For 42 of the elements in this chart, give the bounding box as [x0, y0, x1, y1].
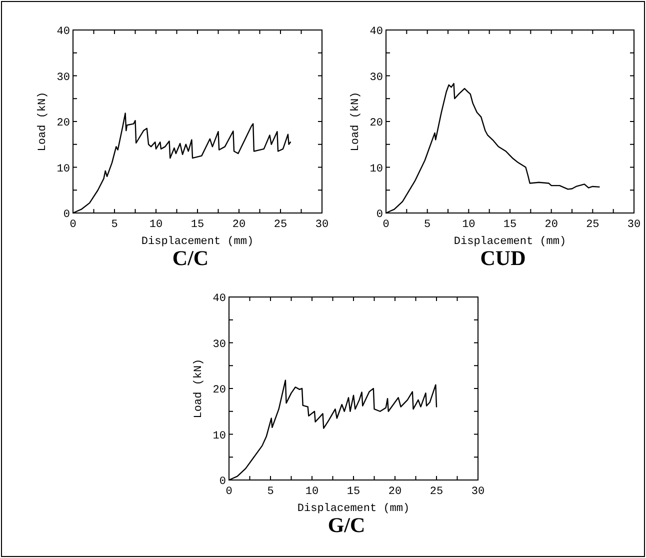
y-tick-label: 30	[56, 72, 70, 84]
x-tick-label: 15	[190, 219, 204, 231]
x-tick-label: 30	[315, 219, 329, 231]
x-tick-label: 25	[586, 219, 600, 231]
x-tick-label: 5	[267, 486, 274, 498]
x-tick-label: 30	[627, 219, 641, 231]
y-tick-label: 0	[376, 209, 383, 221]
x-tick-label: 10	[149, 219, 163, 231]
x-tick-label: 25	[430, 486, 444, 498]
y-tick-label: 20	[56, 118, 70, 130]
x-tick-label: 20	[388, 486, 402, 498]
y-axis-title: Load (kN)	[193, 358, 205, 418]
text: G/C	[328, 513, 366, 537]
x-tick-label: 25	[274, 219, 288, 231]
x-tick-label: 10	[305, 486, 319, 498]
x-tick-label: 20	[544, 219, 558, 231]
x-tick-label: 5	[111, 219, 118, 231]
y-tick-label: 40	[370, 26, 383, 38]
y-axis-title: Load (kN)	[37, 92, 49, 152]
x-tick-label: 20	[232, 219, 246, 231]
y-tick-label: 30	[370, 72, 383, 84]
y-tick-label: 10	[370, 163, 383, 176]
x-axis-title: Displacement (mm)	[297, 503, 410, 515]
y-tick-label: 10	[212, 430, 226, 442]
y-tick-label: 40	[212, 293, 226, 305]
y-tick-label: 0	[63, 209, 70, 221]
text: C/C	[172, 246, 209, 270]
x-tick-label: 15	[503, 219, 517, 231]
x-tick-label: 5	[424, 219, 431, 231]
x-axis-title: Displacement (mm)	[454, 236, 566, 248]
x-tick-label: 15	[346, 486, 360, 498]
x-tick-label: 10	[462, 219, 476, 231]
y-tick-label: 30	[212, 338, 226, 351]
x-tick-label: 30	[471, 486, 485, 498]
y-tick-label: 0	[219, 476, 226, 488]
y-tick-label: 10	[56, 163, 70, 176]
text: CUD	[480, 246, 526, 270]
y-axis-title: Load (kN)	[350, 92, 362, 152]
y-tick-label: 40	[56, 26, 70, 38]
y-tick-label: 20	[212, 384, 226, 396]
y-tick-label: 20	[370, 118, 383, 130]
x-axis-title: Displacement (mm)	[141, 236, 254, 248]
